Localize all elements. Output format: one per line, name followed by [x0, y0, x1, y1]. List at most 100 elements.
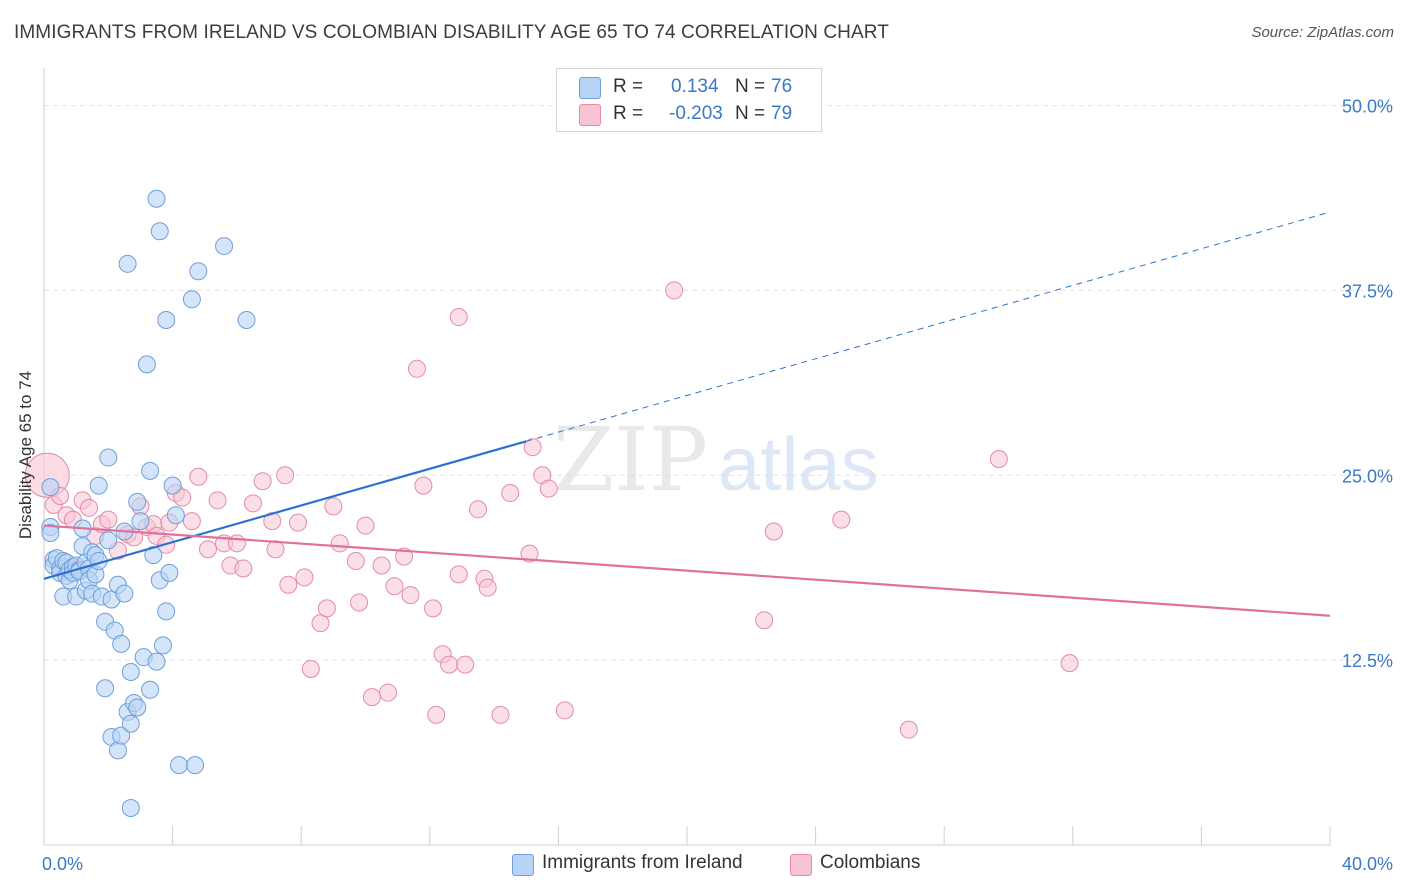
data-point-ireland — [170, 756, 189, 775]
data-point-ireland — [89, 476, 108, 495]
data-point-ireland — [108, 741, 127, 760]
data-point-colombians — [395, 547, 414, 566]
data-point-colombians — [279, 575, 298, 594]
data-point-ireland — [121, 799, 140, 818]
data-point-ireland — [186, 756, 205, 775]
data-point-ireland — [121, 662, 140, 681]
legend-r-label: R = — [613, 76, 644, 97]
data-point-colombians — [1060, 654, 1079, 673]
data-point-colombians — [372, 556, 391, 575]
data-point-ireland — [157, 311, 176, 330]
data-point-colombians — [424, 599, 443, 618]
data-point-colombians — [253, 472, 272, 491]
trend-line-colombians — [43, 524, 1331, 617]
source-label: Source: ZipAtlas.com — [1251, 24, 1394, 41]
data-point-colombians — [764, 522, 783, 541]
correlation-legend: R = 0.134 N = 76 R = -0.203 N = 79 — [556, 68, 822, 132]
data-point-ireland — [128, 492, 147, 511]
data-point-colombians — [491, 705, 510, 724]
data-point-colombians — [346, 552, 365, 571]
data-point-ireland — [160, 563, 179, 582]
legend-n-label: N = — [735, 103, 766, 124]
legend-r-value: 0.134 — [671, 76, 719, 97]
data-point-ireland — [128, 698, 147, 717]
data-point-colombians — [234, 559, 253, 578]
data-point-colombians — [80, 498, 99, 517]
data-point-colombians — [99, 510, 118, 529]
data-point-ireland — [141, 680, 160, 699]
trend-line-ireland-extension — [526, 211, 1331, 442]
data-point-colombians — [173, 488, 192, 507]
data-point-ireland — [99, 531, 118, 550]
series-ireland — [41, 189, 256, 818]
data-point-ireland — [153, 636, 172, 655]
data-point-colombians — [414, 476, 433, 495]
data-point-ireland — [99, 448, 118, 467]
data-point-colombians — [385, 577, 404, 596]
data-point-colombians — [227, 534, 246, 553]
data-point-ireland — [96, 679, 115, 698]
data-point-colombians — [356, 516, 375, 535]
bottom-legend-label-ireland: Immigrants from Ireland — [542, 852, 743, 873]
bottom-legend-label-colombians: Colombians — [820, 852, 921, 873]
data-point-colombians — [456, 655, 475, 674]
x-tick-label: 40.0% — [1342, 854, 1393, 874]
bottom-swatch-colombians — [790, 854, 812, 876]
bottom-swatch-ireland — [512, 854, 534, 876]
data-point-colombians — [427, 705, 446, 724]
data-point-ireland — [157, 602, 176, 621]
data-point-ireland — [121, 714, 140, 733]
data-point-colombians — [379, 683, 398, 702]
data-point-ireland — [131, 512, 150, 531]
data-point-ireland — [163, 476, 182, 495]
y-tick-label: 25.0% — [1342, 466, 1393, 486]
data-point-colombians — [520, 544, 539, 563]
chart-title: IMMIGRANTS FROM IRELAND VS COLOMBIAN DIS… — [14, 22, 889, 43]
data-point-ireland — [189, 262, 208, 281]
legend-n-value: 79 — [771, 103, 793, 124]
data-point-colombians — [989, 450, 1008, 469]
y-tick-labels: 12.5% 25.0% 37.5% 50.0% — [1342, 97, 1393, 672]
y-tick-label: 37.5% — [1342, 281, 1393, 301]
data-point-colombians — [288, 513, 307, 532]
watermark-zip: ZIP — [553, 408, 708, 511]
data-point-colombians — [449, 308, 468, 327]
data-point-ireland — [137, 355, 156, 374]
legend-r-value: -0.203 — [669, 103, 723, 124]
data-point-colombians — [440, 655, 459, 674]
y-tick-label: 50.0% — [1342, 97, 1393, 117]
data-point-ireland — [147, 652, 166, 671]
data-point-ireland — [118, 254, 137, 273]
legend-n-label: N = — [735, 76, 766, 97]
data-point-ireland — [237, 311, 256, 330]
data-point-colombians — [362, 688, 381, 707]
data-point-colombians — [295, 568, 314, 587]
data-point-colombians — [198, 540, 217, 559]
data-point-colombians — [501, 484, 520, 503]
data-point-colombians — [208, 491, 227, 510]
data-point-colombians — [523, 438, 542, 457]
data-point-colombians — [301, 660, 320, 679]
data-point-colombians — [555, 701, 574, 720]
data-point-ireland — [112, 726, 131, 745]
watermark-atlas: atlas — [718, 422, 879, 507]
trend-line-ireland — [43, 440, 527, 580]
data-point-colombians — [832, 510, 851, 529]
legend-r-label: R = — [613, 103, 644, 124]
data-point-colombians — [539, 479, 558, 498]
data-point-ireland — [166, 506, 185, 525]
data-point-ireland — [150, 222, 169, 241]
data-point-colombians — [469, 500, 488, 519]
data-point-colombians — [330, 534, 349, 553]
data-point-colombians — [276, 466, 295, 485]
data-point-colombians — [401, 586, 420, 605]
data-point-colombians — [407, 359, 426, 378]
y-tick-label: 12.5% — [1342, 651, 1393, 671]
data-point-colombians — [899, 720, 918, 739]
data-point-ireland — [112, 634, 131, 653]
data-point-colombians — [182, 512, 201, 531]
data-point-colombians — [324, 497, 343, 516]
trend-lines — [43, 211, 1331, 617]
data-point-colombians — [317, 599, 336, 618]
data-point-colombians — [243, 494, 262, 513]
